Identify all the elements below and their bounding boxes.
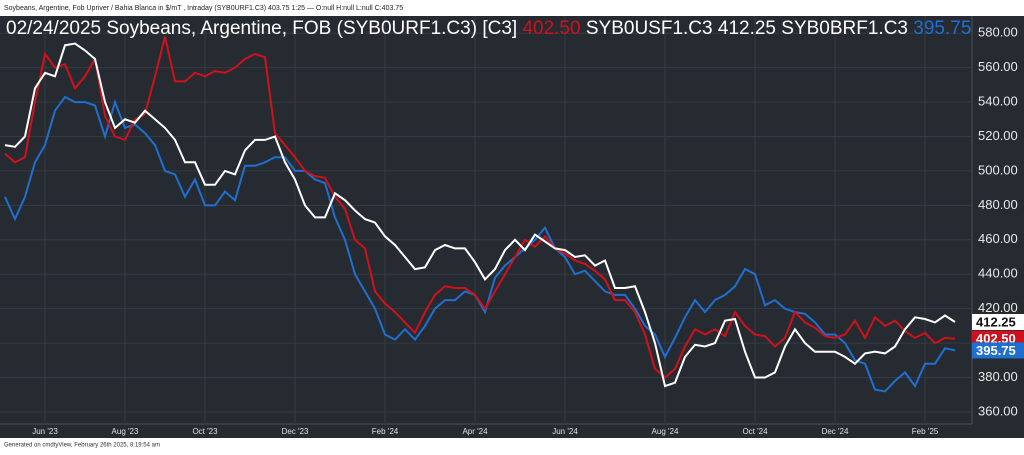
y-tick-label: 420.00 — [978, 300, 1018, 315]
footer-text: Generated on cmdtyView, February 26th 20… — [4, 443, 160, 449]
y-tick-label: 380.00 — [978, 369, 1018, 384]
x-tick-label: Dec '24 — [822, 427, 849, 436]
y-tick-label: 580.00 — [978, 25, 1018, 40]
plot-background — [0, 16, 1024, 438]
x-tick-label: Dec '23 — [282, 427, 309, 436]
x-tick-label: Apr '24 — [462, 427, 488, 436]
x-tick-label: Feb '24 — [372, 427, 399, 436]
legend-name: (SYB0URF1.C3) [C3] — [337, 18, 518, 39]
labels: 360.00380.00400.00420.00440.00460.00480.… — [32, 25, 1024, 436]
y-tick-label: 560.00 — [978, 59, 1018, 74]
x-tick-label: Oct '23 — [192, 427, 218, 436]
y-tick-label: 500.00 — [978, 162, 1018, 177]
grid — [0, 16, 972, 424]
y-tick-label: 460.00 — [978, 231, 1018, 246]
y-tick-label: 360.00 — [978, 403, 1018, 418]
chart-title: 02/24/2025 Soybeans, Argentine, FOB — [6, 18, 331, 39]
x-tick-label: Jun '23 — [32, 427, 58, 436]
legend-name: SYB0USF1.C3 — [586, 18, 713, 39]
y-tick-label: 480.00 — [978, 197, 1018, 212]
x-tick-label: Oct '24 — [742, 427, 768, 436]
series-line — [4, 42, 956, 388]
last-value-label: 395.75 — [976, 343, 1016, 358]
legend-value: 412.25 — [718, 18, 776, 39]
header-text: Soybeans, Argentine, Fob Upriver / Bahia… — [4, 5, 403, 12]
legend: 02/24/2025 Soybeans, Argentine, FOB (SYB… — [6, 18, 971, 39]
y-tick-label: 540.00 — [978, 94, 1018, 109]
x-tick-label: Aug '24 — [652, 427, 679, 436]
x-tick-label: Feb '25 — [912, 427, 939, 436]
y-tick-label: 440.00 — [978, 266, 1018, 281]
lines — [4, 36, 956, 393]
x-tick-label: Aug '23 — [112, 427, 139, 436]
series-line — [4, 36, 956, 379]
last-value-label: 412.25 — [976, 314, 1016, 329]
legend-value: 402.50 — [522, 18, 580, 39]
legend-name: SYB0BRF1.C3 — [781, 18, 908, 39]
legend-value: 395.75 — [913, 18, 971, 39]
last-value-box — [972, 314, 1024, 330]
y-tick-label: 520.00 — [978, 128, 1018, 143]
last-value-box — [972, 342, 1024, 359]
x-tick-label: Jun '24 — [552, 427, 578, 436]
